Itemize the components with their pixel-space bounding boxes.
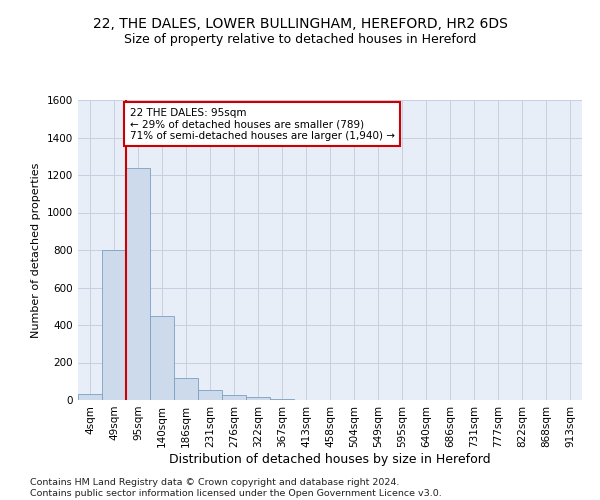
Text: 22, THE DALES, LOWER BULLINGHAM, HEREFORD, HR2 6DS: 22, THE DALES, LOWER BULLINGHAM, HEREFOR… (92, 18, 508, 32)
Bar (126, 168, 150, 400)
Bar (270, 398, 294, 400)
Bar (150, 316, 174, 400)
Bar (222, 396, 246, 400)
Text: Contains HM Land Registry data © Crown copyright and database right 2024.
Contai: Contains HM Land Registry data © Crown c… (30, 478, 442, 498)
Bar (78, 394, 102, 400)
Text: Size of property relative to detached houses in Hereford: Size of property relative to detached ho… (124, 32, 476, 46)
Y-axis label: Number of detached properties: Number of detached properties (31, 162, 41, 338)
Bar (174, 378, 198, 400)
Bar (246, 397, 270, 400)
Bar (102, 250, 126, 400)
Text: 22 THE DALES: 95sqm
← 29% of detached houses are smaller (789)
71% of semi-detac: 22 THE DALES: 95sqm ← 29% of detached ho… (130, 108, 395, 140)
X-axis label: Distribution of detached houses by size in Hereford: Distribution of detached houses by size … (169, 452, 491, 466)
Bar (198, 390, 222, 400)
